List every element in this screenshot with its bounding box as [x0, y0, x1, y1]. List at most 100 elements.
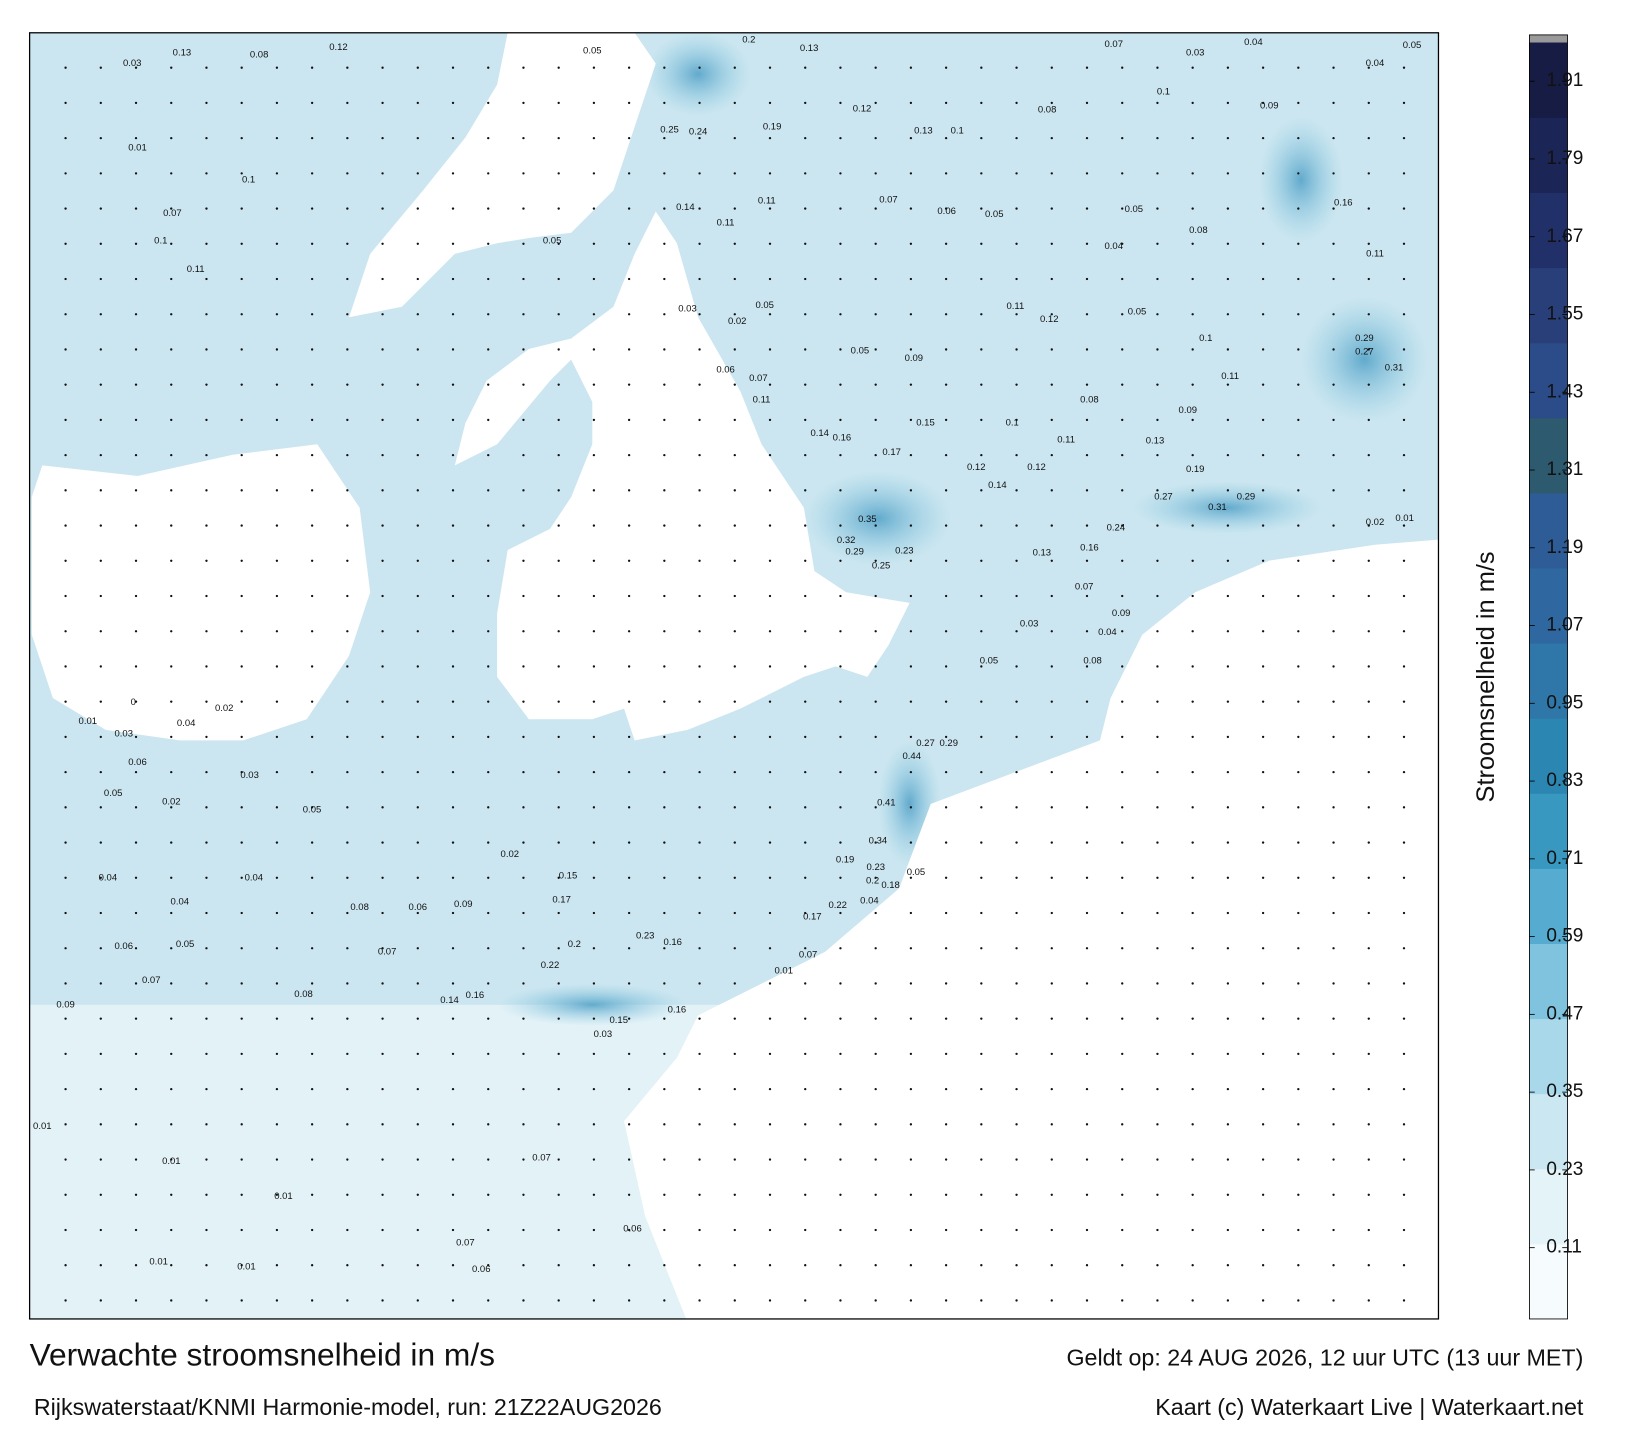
vector-dot	[804, 876, 807, 879]
vector-dot	[416, 313, 419, 316]
vector-dot	[99, 524, 102, 527]
speed-label: 0.05	[851, 346, 870, 357]
vector-dot	[346, 841, 349, 844]
vector-dot	[240, 1228, 243, 1232]
vector-dot	[1261, 172, 1265, 175]
vector-dot	[804, 453, 807, 457]
speed-label: 0.11	[758, 195, 776, 206]
vector-dot	[487, 101, 490, 105]
vector-dot	[1085, 66, 1089, 69]
vector-dot	[909, 559, 913, 562]
vector-dot	[839, 841, 842, 844]
speed-label: 0.03	[115, 729, 134, 740]
vector-dot	[1261, 594, 1265, 598]
vector-dot	[381, 207, 384, 210]
vector-dot	[1332, 947, 1335, 950]
vector-dot	[1191, 911, 1194, 915]
vector-dot	[592, 172, 596, 175]
colorbar-tick-label: 1.07	[1546, 615, 1583, 636]
vector-dot	[1332, 630, 1335, 633]
vector-dot	[733, 594, 736, 598]
vector-dot	[346, 136, 349, 140]
vector-dot	[733, 418, 736, 422]
vector-dot	[310, 982, 314, 985]
vector-dot	[980, 1017, 983, 1020]
speed-label: 0.25	[660, 125, 679, 136]
vector-dot	[874, 1193, 877, 1196]
vector-dot	[416, 594, 419, 598]
speed-label: 0.03	[594, 1029, 613, 1040]
vector-dot	[1367, 172, 1370, 175]
speed-label: 0.41	[877, 797, 896, 808]
vector-dot	[768, 418, 772, 422]
vector-dot	[1191, 1017, 1194, 1020]
vector-dot	[980, 841, 983, 844]
vector-dot	[839, 1228, 842, 1232]
vector-dot	[698, 524, 701, 527]
vector-dot	[768, 136, 772, 140]
vector-dot	[240, 806, 243, 809]
vector-dot	[592, 911, 596, 915]
vector-dot	[1297, 66, 1300, 69]
vector-dot	[909, 700, 913, 703]
vector-dot	[64, 1264, 67, 1267]
vector-dot	[768, 806, 772, 809]
vector-dot	[1085, 453, 1089, 457]
vector-dot	[1156, 876, 1159, 879]
vector-dot	[1121, 1123, 1124, 1126]
vector-dot	[592, 66, 596, 69]
vector-dot	[205, 1264, 208, 1267]
vector-dot	[1015, 1052, 1018, 1056]
vector-dot	[1332, 735, 1335, 739]
vector-dot	[381, 1087, 384, 1091]
vector-dot	[416, 911, 419, 915]
vector-dot	[592, 1193, 596, 1196]
vector-dot	[627, 1158, 631, 1161]
vector-dot	[1402, 947, 1406, 950]
speed-label: 0.06	[472, 1264, 491, 1275]
vector-dot	[1191, 1228, 1194, 1232]
vector-dot	[698, 982, 701, 985]
vector-dot	[346, 735, 349, 739]
vector-dot	[1367, 1017, 1370, 1020]
vector-dot	[1402, 1193, 1406, 1196]
colorbar-tick-label: 0.47	[1546, 1003, 1583, 1024]
speed-label: 0.13	[1146, 436, 1165, 447]
vector-dot	[1156, 277, 1159, 281]
vector-dot	[768, 172, 772, 175]
vector-dot	[205, 277, 208, 281]
vector-dot	[1050, 66, 1053, 69]
vector-dot	[381, 630, 384, 633]
vector-dot	[698, 66, 701, 69]
vector-dot	[980, 242, 983, 245]
vector-dot	[874, 700, 877, 703]
vector-dot	[1261, 242, 1265, 245]
vector-dot	[557, 489, 560, 492]
vector-dot	[134, 453, 138, 457]
vector-dot	[64, 1017, 67, 1020]
vector-dot	[1050, 383, 1053, 386]
vector-dot	[944, 559, 948, 562]
vector-dot	[64, 66, 67, 69]
vector-dot	[1191, 770, 1194, 774]
vector-dot	[346, 277, 349, 281]
vector-dot	[1156, 559, 1159, 562]
vector-dot	[768, 1299, 772, 1302]
speed-label: 0.29	[1355, 333, 1373, 344]
vector-dot	[804, 630, 807, 633]
vector-dot	[275, 1087, 279, 1091]
vector-dot	[381, 841, 384, 844]
vector-dot	[310, 383, 314, 386]
vector-dot	[170, 524, 173, 527]
vector-dot	[698, 665, 701, 668]
vector-dot	[768, 1052, 772, 1056]
vector-dot	[980, 1193, 983, 1196]
vector-dot	[1191, 947, 1194, 950]
vector-dot	[592, 453, 596, 457]
speed-label: 0.02	[501, 849, 520, 860]
speed-label: 0.05	[303, 805, 322, 816]
vector-dot	[839, 876, 842, 879]
vector-dot	[205, 172, 208, 175]
speed-label: 0.1	[951, 126, 964, 137]
vector-dot	[1191, 172, 1194, 175]
